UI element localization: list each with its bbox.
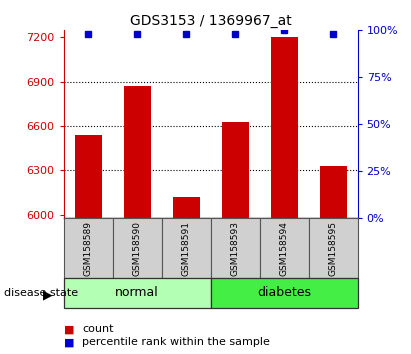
Text: count: count <box>82 324 114 334</box>
Bar <box>124 86 151 218</box>
Bar <box>309 218 358 278</box>
Text: ■: ■ <box>64 324 74 334</box>
Bar <box>162 218 211 278</box>
Bar <box>173 197 200 218</box>
Text: GSM158591: GSM158591 <box>182 221 191 276</box>
Text: percentile rank within the sample: percentile rank within the sample <box>82 337 270 347</box>
Bar <box>64 278 210 308</box>
Text: disease state: disease state <box>4 288 78 298</box>
Text: GSM158595: GSM158595 <box>328 221 337 276</box>
Bar <box>75 135 102 218</box>
Text: normal: normal <box>115 286 159 299</box>
Bar <box>211 278 358 308</box>
Bar <box>64 218 113 278</box>
Text: GSM158593: GSM158593 <box>231 221 240 276</box>
Text: GSM158594: GSM158594 <box>279 221 289 276</box>
Bar <box>113 218 162 278</box>
Bar <box>260 218 309 278</box>
Bar <box>222 122 249 218</box>
Text: ■: ■ <box>64 337 74 347</box>
Bar <box>270 38 298 218</box>
Bar <box>211 218 260 278</box>
Text: diabetes: diabetes <box>257 286 311 299</box>
Title: GDS3153 / 1369967_at: GDS3153 / 1369967_at <box>130 14 291 28</box>
Text: GSM158589: GSM158589 <box>84 221 93 276</box>
Text: GSM158590: GSM158590 <box>133 221 142 276</box>
Bar <box>320 166 346 218</box>
Text: ▶: ▶ <box>43 288 53 301</box>
